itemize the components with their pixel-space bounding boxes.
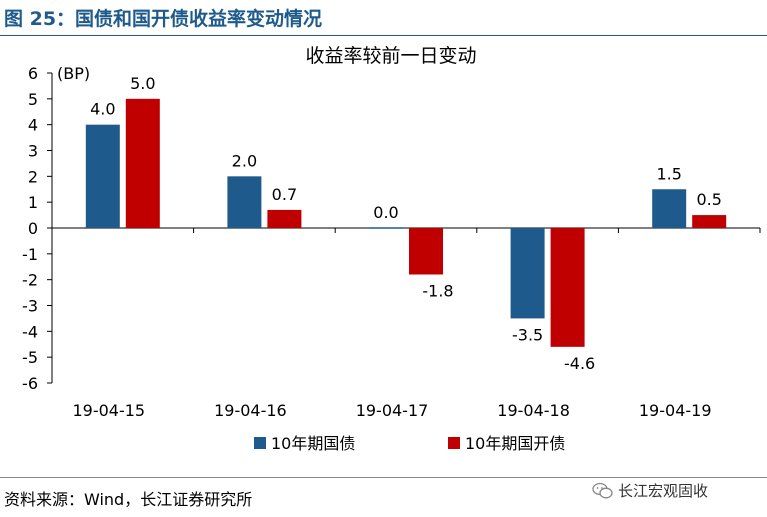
y-tick-label: 4 <box>28 116 38 135</box>
y-tick-label: 2 <box>28 167 38 186</box>
y-tick-label: -4 <box>22 322 38 341</box>
bar-series2 <box>550 228 585 347</box>
data-label: -4.6 <box>564 354 595 373</box>
bar-series1 <box>510 228 545 319</box>
unit-label: (BP) <box>57 64 90 83</box>
y-tick-label: 5 <box>28 90 38 109</box>
data-label: 0.5 <box>696 190 721 209</box>
y-tick-label: -2 <box>22 271 38 290</box>
y-tick-label: 6 <box>28 64 38 83</box>
bar-series2 <box>409 228 443 275</box>
data-label: 4.0 <box>90 100 115 119</box>
bar-series1 <box>227 176 262 228</box>
data-label: -3.5 <box>512 325 543 344</box>
bar-series1 <box>369 227 403 229</box>
category-label: 19-04-17 <box>356 401 429 420</box>
y-tick-label: 1 <box>28 193 38 212</box>
figure-title: 图 25：国债和国开债收益率变动情况 <box>4 8 323 30</box>
category-label: 19-04-16 <box>214 401 287 420</box>
bar-series1 <box>652 189 687 228</box>
category-label: 19-04-18 <box>497 401 570 420</box>
y-tick-label: -5 <box>22 348 38 367</box>
bar-series2 <box>692 215 727 228</box>
legend-swatch <box>448 437 460 449</box>
legend-swatch <box>254 437 266 449</box>
data-label: 1.5 <box>656 164 681 183</box>
legend-label: 10年期国开债 <box>465 434 565 453</box>
legend-label: 10年期国债 <box>271 434 355 453</box>
watermark-text: 长江宏观固收 <box>618 482 709 500</box>
watermark: 长江宏观固收 <box>592 480 708 501</box>
bottom-rule <box>0 477 767 478</box>
bar-chart: 收益率较前一日变动 (BP) 6 5 4 3 2 1 0 -1 -2 -3 -4 -5 -6 4.0 2.0 0.… <box>22 45 761 453</box>
y-tick-label: 0 <box>28 219 38 238</box>
wechat-icon <box>592 482 613 498</box>
top-rule <box>0 35 767 36</box>
data-label: 0.7 <box>272 185 297 204</box>
y-tick-label: -3 <box>22 297 38 316</box>
category-label: 19-04-19 <box>639 401 712 420</box>
y-tick-label: 3 <box>28 142 38 161</box>
data-label: 0.0 <box>373 203 398 222</box>
category-label: 19-04-15 <box>72 401 145 420</box>
bar-series1 <box>85 124 120 228</box>
data-label: 2.0 <box>232 151 257 170</box>
y-tick-label: -6 <box>22 374 38 393</box>
chart-title: 收益率较前一日变动 <box>305 45 476 67</box>
data-label: -1.8 <box>422 282 453 301</box>
source-note: 资料来源：Wind，长江证券研究所 <box>4 490 253 509</box>
y-tick-label: -1 <box>22 245 38 264</box>
bar-series2 <box>125 98 160 228</box>
data-label: 5.0 <box>130 74 155 93</box>
bar-series2 <box>267 209 302 228</box>
